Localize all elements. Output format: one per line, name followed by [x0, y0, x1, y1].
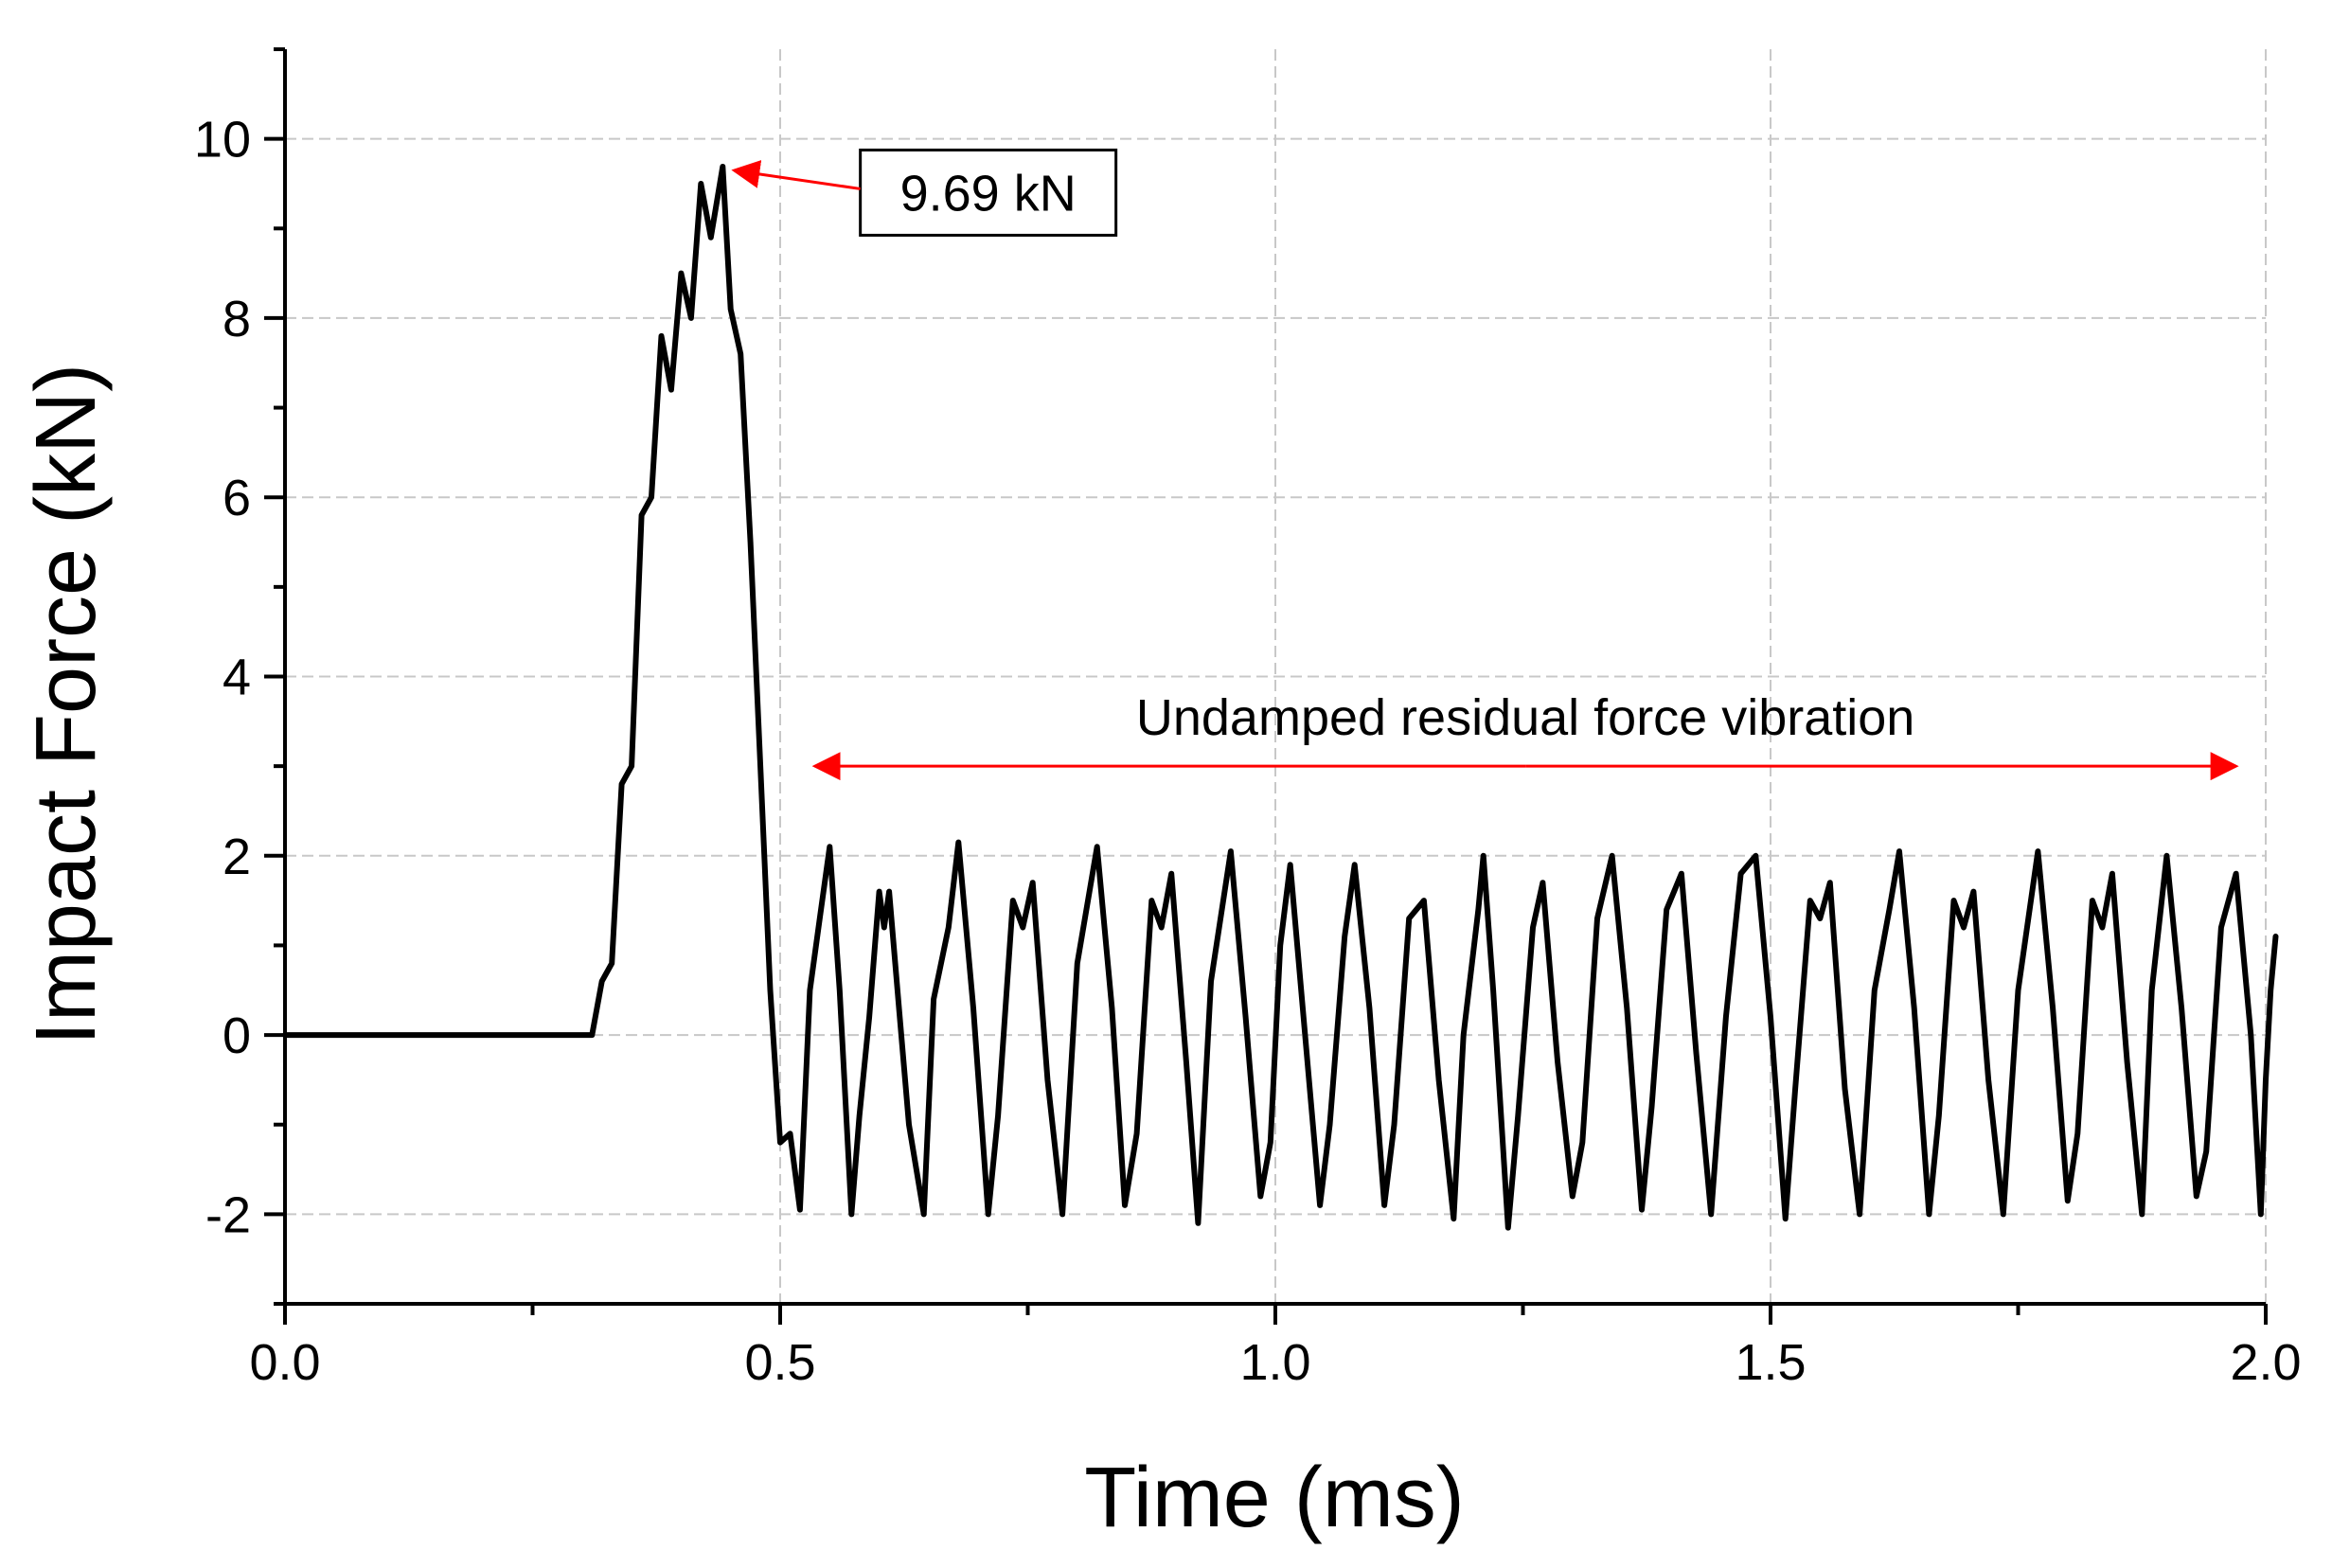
x-axis-title: Time (ms): [1084, 1451, 1465, 1545]
x-tick-label: 0.5: [744, 1334, 815, 1391]
y-tick-label: 2: [223, 829, 251, 885]
x-tick-label: 1.0: [1239, 1334, 1310, 1391]
x-tick-label: 1.5: [1735, 1334, 1806, 1391]
peak-value-label: 9.69 kN: [900, 165, 1077, 222]
peak-arrow: [731, 160, 861, 190]
grid-lines: [285, 49, 2267, 1304]
y-tick-label: 6: [223, 470, 251, 526]
force-series-line: [282, 164, 2279, 1231]
y-tick-label: -2: [205, 1186, 251, 1243]
y-tick-label: 4: [223, 650, 251, 706]
x-tick-label: 2.0: [2230, 1334, 2301, 1391]
x-tick-label: 0.0: [249, 1334, 320, 1391]
annotations: 9.69 kN Undamped residual force vibration: [731, 148, 2239, 781]
series-layer: [282, 164, 2279, 1231]
residual-vibration-label: Undamped residual force vibration: [1136, 689, 1914, 746]
y-tick-label: 10: [194, 112, 251, 169]
axes: 0.0 0.5 1.0 1.5 2.0 -2 0 2 4 6 8 10: [194, 47, 2302, 1391]
y-axis-title: Impact Force (kN): [19, 364, 114, 1045]
peak-label-box: [859, 148, 1118, 237]
y-tick-label: 8: [223, 291, 251, 347]
y-tick-label: 0: [223, 1007, 251, 1064]
